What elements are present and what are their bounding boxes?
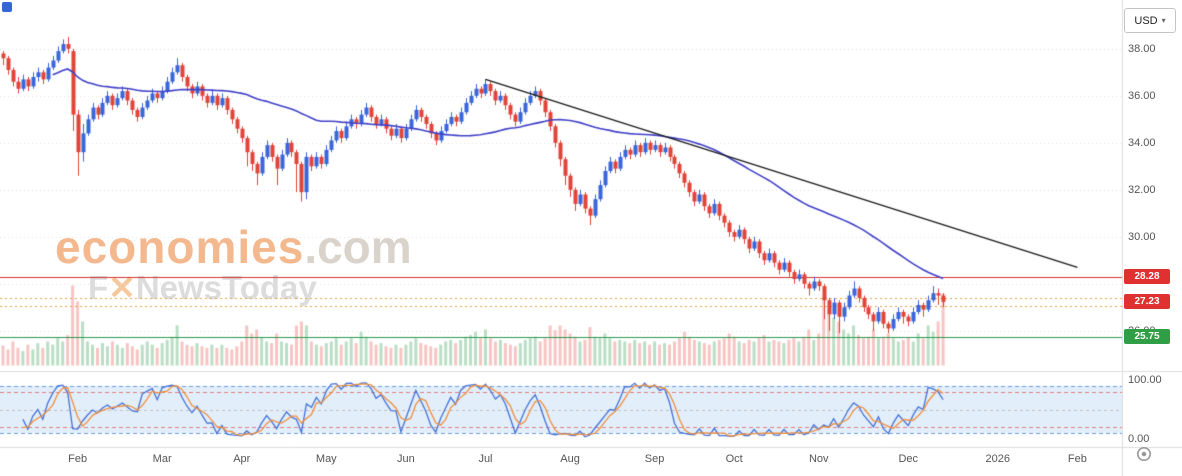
currency-label: USD: [1134, 14, 1158, 27]
price-badge-resistance: 28.28: [1124, 269, 1170, 285]
month-label: 2026: [985, 453, 1011, 465]
month-label: Feb: [68, 453, 88, 465]
month-label: Aug: [560, 453, 580, 465]
month-label: Dec: [898, 453, 919, 465]
price-axis-label: 36.00: [1128, 89, 1156, 102]
month-label: Jul: [478, 453, 493, 465]
price-axis-label: 38.00: [1128, 42, 1156, 55]
price-axis-label: 30.00: [1128, 230, 1156, 243]
price-axis-label: 34.00: [1128, 136, 1156, 149]
month-label: Jun: [397, 453, 415, 465]
month-label: May: [315, 453, 337, 465]
month-label: Feb: [1067, 453, 1087, 465]
month-label: Oct: [725, 453, 743, 465]
month-label: Nov: [808, 453, 829, 465]
corner-logo: [2, 2, 12, 12]
chart-settings-icon[interactable]: [1135, 445, 1153, 463]
month-label: Sep: [644, 453, 665, 465]
price-badge-support: 25.75: [1124, 328, 1170, 344]
stochastic-axis-label: 0.00: [1128, 433, 1150, 445]
month-label: Apr: [233, 453, 251, 465]
currency-selector[interactable]: USD ▾: [1124, 8, 1176, 33]
stochastic-axis-label: 100.00: [1128, 374, 1162, 386]
chevron-down-icon: ▾: [1161, 15, 1166, 25]
month-label: Mar: [152, 453, 172, 465]
price-axis-label: 32.00: [1128, 183, 1156, 196]
price-badge-last-price: 27.23: [1124, 293, 1170, 309]
